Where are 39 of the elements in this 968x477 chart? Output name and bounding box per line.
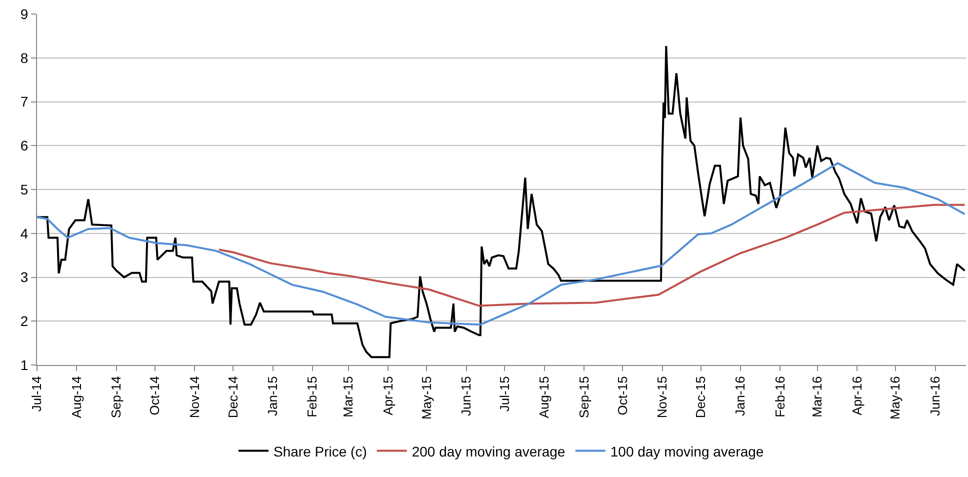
legend-label: 100 day moving average — [610, 443, 764, 460]
x-tick-label: Sep-14 — [108, 376, 124, 418]
x-tick-label: Aug-14 — [68, 376, 84, 418]
x-tick-label: Jun-16 — [927, 376, 942, 416]
line-series — [37, 162, 966, 326]
y-tick-label: 1 — [20, 356, 28, 373]
x-tick-label: Jan-16 — [732, 376, 748, 416]
x-tick-label: Oct-14 — [147, 376, 162, 416]
x-tick-label: Dec-14 — [225, 376, 240, 418]
y-tick-label: 8 — [20, 50, 28, 66]
y-tick-label: 7 — [20, 94, 28, 110]
x-tick-label: May-16 — [888, 376, 903, 420]
y-tick-label: 9 — [20, 6, 28, 22]
legend-label: 200 day moving average — [412, 443, 566, 460]
x-tick-label: Nov-14 — [186, 376, 202, 418]
x-tick-label: Aug-15 — [536, 376, 552, 418]
y-tick-label: 4 — [20, 225, 28, 242]
x-tick-label: Dec-15 — [692, 376, 708, 418]
legend-label: Share Price (c) — [274, 443, 367, 460]
x-tick-label: Feb-15 — [304, 376, 320, 418]
x-tick-label: Apr-16 — [849, 376, 864, 416]
x-tick-label: May-15 — [418, 376, 434, 420]
x-tick-label: Sep-15 — [576, 376, 592, 418]
x-tick-label: Jun-15 — [458, 376, 474, 416]
x-tick-label: Jul-15 — [496, 376, 512, 412]
x-tick-label: Jan-15 — [264, 376, 280, 416]
y-tick-label: 6 — [20, 138, 28, 154]
y-tick-label: 2 — [20, 313, 28, 330]
x-tick-label: Feb-16 — [772, 376, 788, 418]
line-series — [218, 204, 966, 307]
x-tick-label: Mar-16 — [810, 376, 825, 418]
y-tick-label: 3 — [20, 269, 28, 286]
x-tick-label: Jul-14 — [29, 376, 44, 412]
x-tick-label: Nov-15 — [654, 376, 670, 418]
x-tick-label: Oct-15 — [614, 376, 630, 416]
x-tick-label: Mar-15 — [340, 376, 356, 418]
x-tick-label: Apr-15 — [380, 376, 396, 416]
y-tick-label: 5 — [20, 181, 28, 198]
line-series — [37, 45, 966, 358]
